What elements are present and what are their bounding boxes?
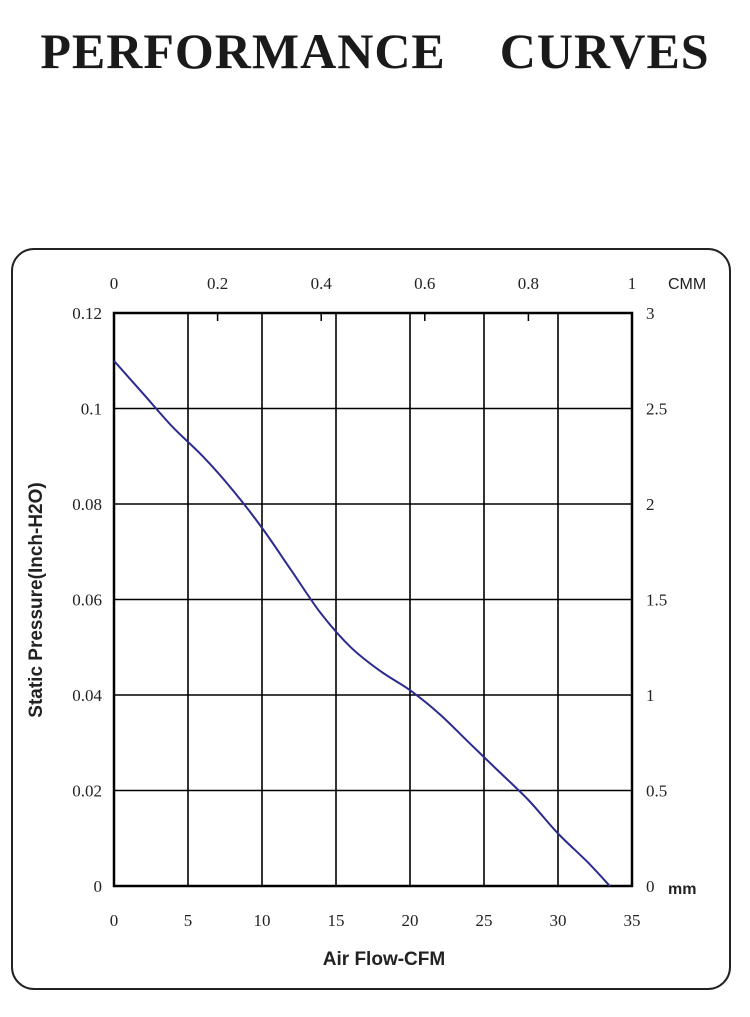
page-title: PERFORMANCE CURVES bbox=[40, 23, 710, 79]
secondary-x-tick-label: 1 bbox=[628, 274, 637, 293]
plot-area-border bbox=[112, 311, 634, 888]
x-tick-label: 15 bbox=[328, 911, 345, 930]
y-tick-label: 0.02 bbox=[72, 782, 102, 801]
x-tick-label: 5 bbox=[184, 911, 193, 930]
chart-frame bbox=[11, 248, 731, 990]
series-layer bbox=[113, 360, 611, 887]
secondary-y-tick-label: 2.5 bbox=[646, 400, 667, 419]
secondary-x-tick-label: 0.2 bbox=[207, 274, 228, 293]
secondary-y-tick-label: 1 bbox=[646, 686, 655, 705]
series-line bbox=[113, 360, 611, 887]
secondary-y-tick-label: 2 bbox=[646, 495, 655, 514]
secondary-x-tick-label: 0.4 bbox=[311, 274, 333, 293]
secondary-x-unit: CMM bbox=[668, 276, 706, 293]
secondary-y-tick-label: 3 bbox=[646, 304, 655, 323]
x-tick-label: 35 bbox=[624, 911, 641, 930]
grid bbox=[113, 313, 633, 886]
x-tick-label: 30 bbox=[550, 911, 567, 930]
x-tick-label: 0 bbox=[110, 911, 119, 930]
y-tick-label: 0.06 bbox=[72, 591, 102, 610]
x-tick-label: 20 bbox=[402, 911, 419, 930]
y-axis-title: Static Pressure(Inch-H2O) bbox=[26, 482, 47, 717]
secondary-y-tick-label: 1.5 bbox=[646, 591, 667, 610]
y-tick-label: 0 bbox=[94, 877, 103, 896]
y-tick-label: 0.04 bbox=[72, 686, 102, 705]
secondary-y-tick-label: 0.5 bbox=[646, 782, 667, 801]
secondary-x-tick-label: 0.8 bbox=[518, 274, 539, 293]
secondary-x-tick-label: 0.6 bbox=[414, 274, 435, 293]
x-tick-label: 25 bbox=[476, 911, 493, 930]
y-tick-label: 0.08 bbox=[72, 495, 102, 514]
y-tick-label: 0.12 bbox=[72, 304, 102, 323]
secondary-y-unit: mm bbox=[668, 881, 696, 898]
y-tick-label: 0.1 bbox=[81, 400, 102, 419]
x-tick-label: 10 bbox=[254, 911, 271, 930]
secondary-y-tick-label: 0 bbox=[646, 877, 655, 896]
secondary-x-tick-label: 0 bbox=[110, 274, 119, 293]
x-axis-title: Air Flow-CFM bbox=[323, 949, 445, 970]
